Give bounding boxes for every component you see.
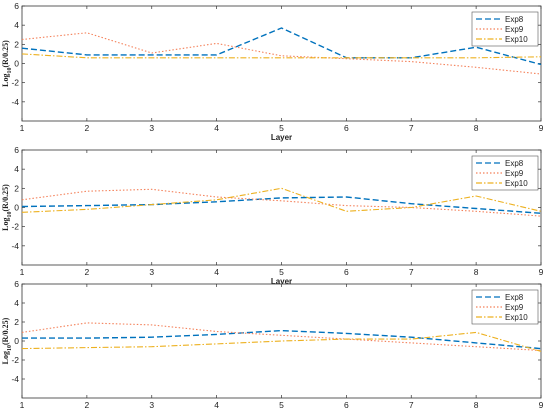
x-tick-label: 9: [539, 267, 544, 277]
y-tick-label: 4: [14, 20, 19, 30]
axes-box: [21, 5, 542, 122]
x-tick-label: 6: [344, 267, 349, 277]
legend-label-exp9: Exp9: [505, 303, 524, 312]
x-tick-label: 7: [409, 123, 414, 133]
series-line-exp10: [21, 187, 542, 213]
x-tick-label: 9: [539, 400, 544, 408]
x-axis-label: Layer: [271, 277, 292, 286]
x-tick-label: 9: [539, 123, 544, 133]
x-tick-label: 5: [279, 400, 284, 408]
x-tick-label: 6: [344, 123, 349, 133]
x-tick-label: 8: [474, 123, 479, 133]
chart-panel-1: 1 2 3 4 5 6 7 8 9-4-20246LayerLog10(R/0.25)Exp8E…: [1, 1, 544, 142]
y-tick-label: -2: [11, 78, 19, 88]
legend-label-exp9: Exp9: [505, 25, 524, 34]
x-tick-label: 4: [214, 123, 219, 133]
legend-label-exp10: Exp10: [505, 179, 528, 188]
x-tick-label: 4: [214, 400, 219, 408]
x-tick-label: 7: [409, 267, 414, 277]
x-tick-label: 1: [20, 400, 25, 408]
x-tick-label: 8: [474, 400, 479, 408]
y-tick-label: 4: [14, 298, 19, 308]
y-tick-label: -2: [11, 222, 19, 232]
y-tick-label: 4: [14, 164, 19, 174]
y-tick-label: 6: [14, 279, 19, 289]
y-tick-label: -2: [11, 355, 19, 365]
legend-label-exp8: Exp8: [505, 15, 524, 24]
series-line-exp8: [21, 27, 542, 66]
series-line-exp9: [21, 32, 542, 75]
y-tick-label: -4: [11, 97, 19, 107]
y-tick-label: -4: [11, 374, 19, 384]
x-tick-label: 2: [85, 400, 90, 408]
legend-label-exp8: Exp8: [505, 159, 524, 168]
y-tick-label: 6: [14, 1, 19, 11]
series-line-exp8: [21, 196, 542, 214]
x-tick-label: 5: [279, 267, 284, 277]
chart-panel-2: 1 2 3 4 5 6 7 8 9-4-20246LayerLog10(R/0.25)Exp8E…: [1, 145, 544, 286]
y-axis-label: Log10(R/0.25): [1, 184, 13, 231]
x-tick-label: 3: [149, 123, 154, 133]
x-tick-label: 1: [20, 123, 25, 133]
x-axis-label: Layer: [271, 133, 292, 142]
y-tick-label: 0: [14, 203, 19, 213]
x-tick-label: 3: [149, 267, 154, 277]
legend-label-exp10: Exp10: [505, 35, 528, 44]
x-tick-label: 6: [344, 400, 349, 408]
x-tick-label: 3: [149, 400, 154, 408]
x-tick-label: 1: [20, 267, 25, 277]
legend-label-exp10: Exp10: [505, 313, 528, 322]
x-tick-label: 5: [279, 123, 284, 133]
y-tick-label: 2: [14, 183, 19, 193]
y-tick-label: -4: [11, 241, 19, 251]
y-tick-label: 2: [14, 317, 19, 327]
series-line-exp8: [22, 329, 542, 350]
y-tick-label: 0: [14, 59, 19, 69]
y-tick-label: 0: [14, 336, 19, 346]
x-tick-label: 8: [474, 267, 479, 277]
y-tick-label: 6: [14, 145, 19, 155]
y-tick-label: 2: [14, 39, 19, 49]
y-axis-label: Log10(R/0.25): [1, 317, 13, 364]
x-tick-label: 4: [214, 267, 219, 277]
x-tick-label: 2: [85, 123, 90, 133]
axes-box: [21, 283, 542, 399]
x-tick-label: 7: [409, 400, 414, 408]
legend-label-exp9: Exp9: [505, 169, 524, 178]
x-tick-label: 2: [85, 267, 90, 277]
legend-label-exp8: Exp8: [505, 293, 524, 302]
chart-panel-3: 123456789-4-20246LayerLog10(R/0.25)Exp8E…: [1, 279, 544, 408]
y-axis-label: Log10(R/0.25): [1, 40, 13, 87]
